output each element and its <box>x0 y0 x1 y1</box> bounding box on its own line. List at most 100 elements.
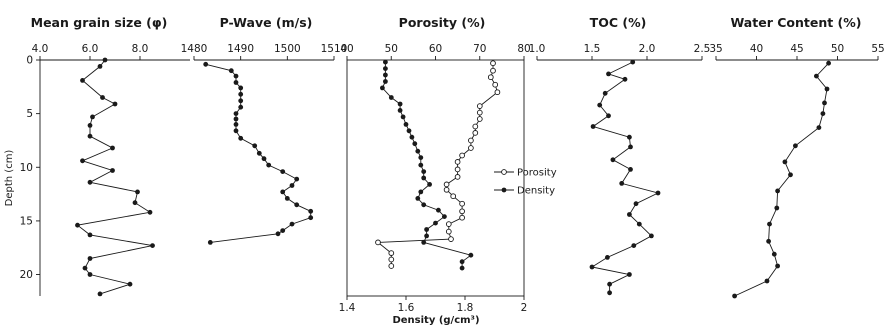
panel-grain-size: Mean grain size (φ) 4.0 6.0 8.0 0 5 10 15 20 D… <box>4 15 190 297</box>
data-point-grain-size <box>87 179 93 185</box>
data-point-density <box>427 182 432 187</box>
panel-title-p-wave: P-Wave (m/s) <box>220 15 313 30</box>
data-point-porosity <box>487 74 494 81</box>
data-point-porosity <box>494 89 501 96</box>
data-point-grain-size <box>110 168 115 173</box>
x-tick-label-porosity: 80 <box>517 43 530 55</box>
x-tick-label-porosity: 60 <box>429 43 442 55</box>
data-point-toc <box>631 243 637 249</box>
data-point-toc <box>628 144 633 150</box>
data-point-toc <box>630 59 636 65</box>
data-point-toc <box>633 201 639 207</box>
data-point-p-wave <box>256 150 262 156</box>
depth-tick-label: 10 <box>20 162 33 174</box>
data-point-density <box>383 66 388 71</box>
data-point-water-content <box>766 238 771 244</box>
data-point-toc <box>607 290 612 296</box>
data-point-water-content <box>767 221 772 227</box>
data-point-p-wave <box>280 169 286 175</box>
data-point-p-wave <box>238 85 244 91</box>
data-point-water-content <box>775 188 780 194</box>
x-tick-label-density: 1.8 <box>457 302 474 314</box>
data-point-p-wave <box>284 196 290 201</box>
data-point-water-content <box>826 60 831 66</box>
x-tick-label-density: 2 <box>521 302 528 314</box>
panel-p-wave: P-Wave (m/s) 1480 1490 1500 1510 <box>181 15 347 245</box>
data-point-density <box>383 59 388 65</box>
panel-water-content: Water Content (%) 35 40 45 50 55 <box>709 15 885 299</box>
x-ticks-porosity: 40 50 60 70 80 <box>340 43 531 60</box>
data-point-water-content <box>824 86 830 92</box>
x-tick-label-water-content: 35 <box>709 43 722 55</box>
data-point-density <box>433 220 438 226</box>
x-tick-label-p-wave: 1490 <box>227 43 254 55</box>
panel-title-porosity: Porosity (%) <box>399 15 486 30</box>
legend-marker-density <box>501 187 507 193</box>
data-point-density <box>397 101 403 107</box>
data-point-toc <box>607 281 612 287</box>
data-point-porosity <box>459 208 465 215</box>
data-point-grain-size <box>82 265 88 271</box>
data-point-p-wave <box>233 116 239 122</box>
panel-porosity-density: Porosity (%) 40 50 60 70 80 1.4 1.6 1.8 2 Densi… <box>339 15 557 326</box>
data-point-toc <box>597 102 603 108</box>
data-point-toc <box>655 190 661 196</box>
data-point-p-wave <box>238 135 244 141</box>
data-point-p-wave <box>233 122 239 127</box>
x-tick-label-density: 1.6 <box>398 302 415 314</box>
data-point-p-wave <box>228 68 234 74</box>
data-point-p-wave <box>261 156 267 162</box>
data-point-grain-size <box>75 222 80 228</box>
data-point-water-content <box>732 293 737 299</box>
x-tick-label-toc: 2.5 <box>694 43 711 55</box>
data-point-p-wave <box>233 80 239 85</box>
x-tick-label-water-content: 40 <box>750 43 763 55</box>
data-point-toc <box>627 212 632 217</box>
depth-tick-label: 20 <box>20 269 33 281</box>
x-tick-label-toc: 1.5 <box>584 43 601 55</box>
data-point-porosity <box>450 193 457 200</box>
x-ticks-toc: 1.0 1.5 2.0 2.5 <box>529 43 711 60</box>
data-point-density <box>442 214 447 220</box>
data-point-porosity <box>490 67 496 74</box>
data-point-porosity <box>445 221 452 227</box>
data-point-density <box>383 79 388 84</box>
data-point-porosity <box>476 109 483 116</box>
x-tick-label-toc: 2.0 <box>639 43 656 55</box>
data-point-p-wave <box>233 111 239 116</box>
depth-tick-label: 5 <box>26 108 33 120</box>
depth-axis-label: Depth (cm) <box>4 150 15 207</box>
data-point-density <box>424 233 429 239</box>
data-point-porosity <box>459 152 465 159</box>
data-point-water-content <box>764 278 770 284</box>
x-tick-label-water-content: 55 <box>871 43 884 55</box>
data-point-porosity <box>472 123 479 130</box>
series-line-porosity <box>376 63 498 266</box>
data-point-porosity <box>454 166 461 173</box>
data-point-grain-size <box>150 243 155 249</box>
data-point-p-wave <box>238 91 244 97</box>
data-point-density <box>415 196 421 201</box>
data-point-grain-size <box>87 133 93 139</box>
data-point-grain-size <box>80 78 85 83</box>
x-tick-label-toc: 1.0 <box>529 43 546 55</box>
data-point-toc <box>590 124 596 129</box>
data-point-grain-size <box>97 291 103 297</box>
x-ticks-p-wave: 1480 1490 1500 1510 <box>181 43 347 60</box>
data-point-density <box>421 169 427 175</box>
depth-tick-label: 0 <box>26 55 33 67</box>
x-tick-label-grain-size: 6.0 <box>82 43 99 55</box>
data-point-toc <box>636 221 642 227</box>
data-point-p-wave <box>308 215 314 221</box>
plot-porosity-density <box>375 59 501 271</box>
legend-label-porosity: Porosity <box>517 168 557 179</box>
data-point-toc <box>628 167 633 172</box>
data-point-water-content <box>774 205 780 211</box>
data-point-porosity <box>490 60 496 67</box>
data-point-density <box>380 85 385 91</box>
data-point-p-wave <box>275 231 281 237</box>
data-point-grain-size <box>102 57 108 63</box>
data-point-grain-size <box>80 158 85 164</box>
data-point-p-wave <box>203 61 209 67</box>
plot-toc <box>589 59 661 296</box>
